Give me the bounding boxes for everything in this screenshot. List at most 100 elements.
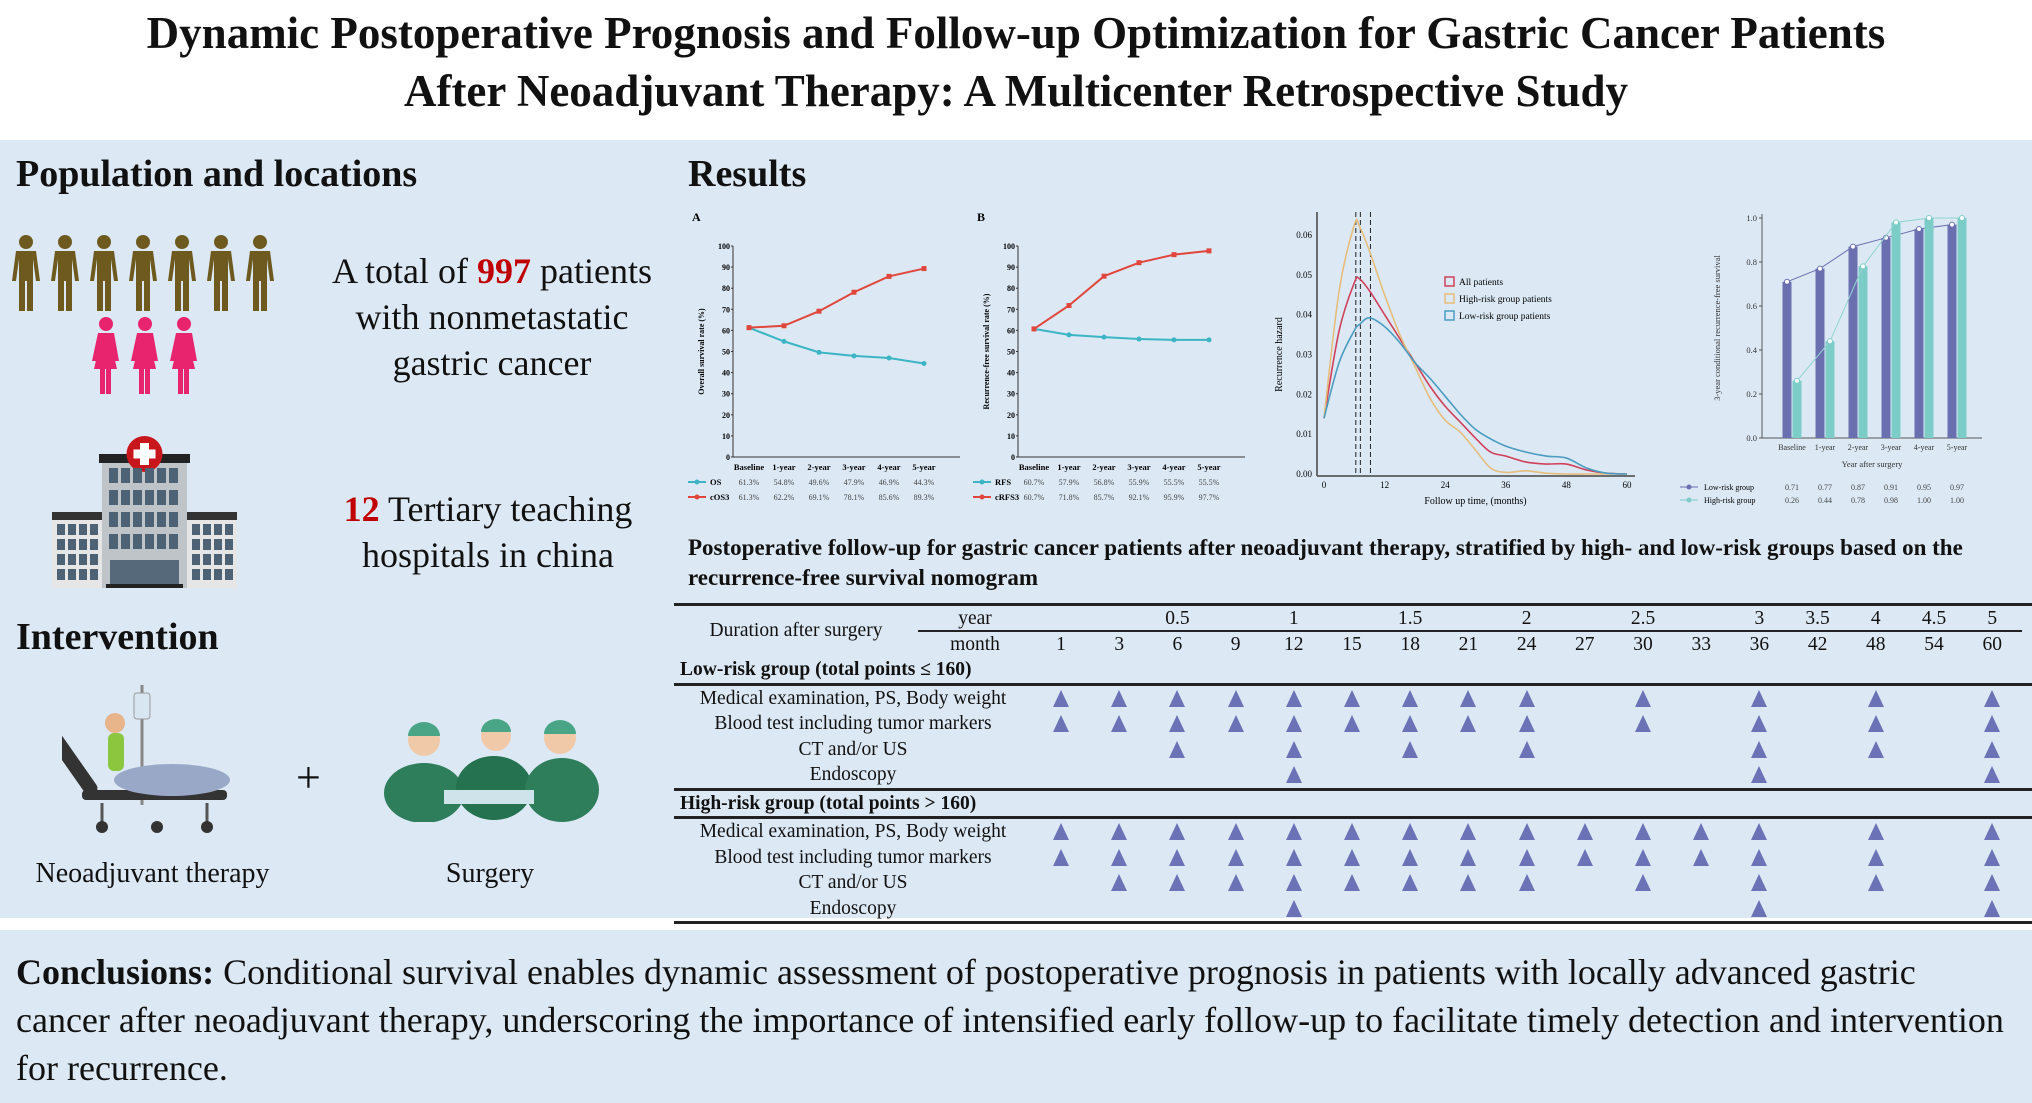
- schedule-cell: [1963, 870, 2021, 896]
- triangle-marker-icon: [1751, 823, 1768, 840]
- month-cell: 27: [1575, 633, 1595, 655]
- neoadjuvant-therapy-label: Neoadjuvant therapy: [35, 858, 270, 889]
- triangle-marker-icon: [1402, 715, 1419, 732]
- schedule-cell: [1148, 845, 1206, 871]
- man-body: [246, 251, 274, 311]
- data-point: [1171, 252, 1177, 258]
- triangle-marker-icon: [1227, 874, 1244, 891]
- group-label: Low-risk group (total points ≤ 160): [680, 659, 972, 680]
- triangle-marker-icon: [1751, 689, 1768, 707]
- data-point: [1827, 338, 1833, 345]
- legend-value: 0.44: [1818, 496, 1832, 505]
- man-body: [129, 251, 157, 311]
- window: [192, 569, 200, 580]
- schedule-cell: [1090, 845, 1148, 871]
- window: [157, 512, 166, 527]
- triangle-marker-icon: [1984, 899, 2001, 917]
- schedule-cell: [1381, 819, 1439, 845]
- recurrence-free-survival-chart: B 0 10 20 30 40 50 60 70 80 90 100 Recurrence-free s…: [973, 210, 1245, 502]
- year-cell: 1.5: [1398, 608, 1423, 629]
- data-point: [1916, 226, 1922, 232]
- overall-survival-chart: A 0 10 20 30 40 50 60 70 80 90 100 Overall survival …: [688, 210, 960, 502]
- exam-label: CT and/or US: [798, 738, 908, 760]
- recurrence-hazard-chart: 0.00 0.01 0.02 0.03 0.04 0.05 0.06 0 12 24 36 48 60 F…: [1274, 212, 1635, 507]
- followup-title: Postoperative follow-up for gastric canc…: [688, 535, 1963, 590]
- y-tick-label: 100: [1003, 242, 1015, 251]
- schedule-cell: [1148, 711, 1206, 737]
- legend-value: 85.6%: [879, 493, 900, 502]
- x-tick-label: 1-year: [1057, 462, 1080, 472]
- patients-pre-text: A total of: [332, 251, 477, 291]
- schedule-cell: [1265, 686, 1323, 712]
- schedule-cell: [1730, 686, 1788, 712]
- window: [225, 524, 233, 535]
- month-cell: 21: [1458, 633, 1479, 655]
- y-tick-label: 0.8: [1746, 257, 1757, 267]
- legend-label: Low-risk group patients: [1459, 312, 1551, 322]
- x-tick-label: 4-year: [1162, 462, 1185, 472]
- conclusions-body: Conditional survival enables dynamic ass…: [16, 952, 2004, 1088]
- y-tick-label: 90: [722, 263, 730, 272]
- schedule-cell: [1439, 845, 1497, 871]
- triangle-marker-icon: [1460, 689, 1477, 707]
- window: [68, 569, 76, 580]
- schedule-cell: [1265, 762, 1323, 788]
- bar: [1924, 218, 1934, 438]
- legend-value: 44.3%: [914, 478, 935, 487]
- month-cell: 3: [1114, 633, 1125, 655]
- schedule-cell: [1730, 870, 1788, 896]
- table-bottom-rule: [674, 921, 2032, 924]
- man-icon: [51, 235, 79, 311]
- data-point: [1959, 215, 1965, 221]
- window: [145, 512, 154, 527]
- y-tick-label: 20: [722, 411, 730, 420]
- exam-label: Endoscopy: [809, 764, 897, 785]
- schedule-row: CT and/or US: [674, 737, 2032, 763]
- triangle-marker-icon: [1693, 823, 1710, 840]
- legend-value: 97.7%: [1199, 493, 1220, 502]
- woman-icon: [92, 317, 119, 396]
- y-tick-label: 10: [1007, 432, 1015, 441]
- man-body: [51, 251, 79, 311]
- header-divider: [918, 630, 2022, 632]
- legend-value: 0.77: [1818, 483, 1832, 492]
- legend-value: 61.3%: [739, 493, 760, 502]
- triangle-marker-icon: [1867, 848, 1884, 866]
- triangle-marker-icon: [1751, 715, 1768, 732]
- schedule-cell: [1439, 686, 1497, 712]
- triangle-marker-icon: [1053, 848, 1069, 866]
- month-cell: 24: [1516, 633, 1537, 655]
- triangle-marker-icon: [1169, 848, 1186, 866]
- triangle-marker-icon: [1751, 848, 1768, 866]
- triangle-marker-icon: [1867, 874, 1884, 891]
- hazard-curve: [1323, 276, 1628, 475]
- triangle-marker-icon: [1285, 848, 1302, 866]
- window: [133, 534, 142, 549]
- panel-letter: B: [977, 210, 985, 224]
- bar: [1881, 237, 1891, 438]
- y-tick-label: 70: [1007, 305, 1015, 314]
- triangle-marker-icon: [1169, 740, 1186, 758]
- title-line-1: Dynamic Postoperative Prognosis and Foll…: [146, 8, 1886, 58]
- population-heading: Population and locations: [16, 153, 418, 195]
- legend-label: cOS3: [710, 492, 729, 502]
- x-tick-label: 2-year: [807, 462, 830, 472]
- legend-marker: [979, 494, 985, 500]
- triangle-marker-icon: [1460, 823, 1477, 840]
- y-tick-label: 0.03: [1296, 350, 1312, 360]
- y-tick-label: 0: [726, 453, 730, 462]
- hospitals-count: 12: [343, 489, 380, 529]
- legend-value: 71.8%: [1059, 493, 1080, 502]
- legend-label: OS: [710, 477, 722, 487]
- patients-icon-group: [12, 234, 282, 396]
- man-body: [207, 251, 235, 311]
- group-header: Low-risk group (total points ≤ 160): [674, 657, 2032, 683]
- triangle-marker-icon: [1344, 874, 1360, 891]
- legend-value: 0.98: [1884, 496, 1898, 505]
- y-tick-label: 0.06: [1296, 230, 1312, 240]
- results-heading: Results: [688, 153, 807, 195]
- month-cell: 15: [1342, 633, 1362, 655]
- man-head: [97, 235, 111, 249]
- legend-value: 0.78: [1851, 496, 1865, 505]
- window: [169, 534, 178, 549]
